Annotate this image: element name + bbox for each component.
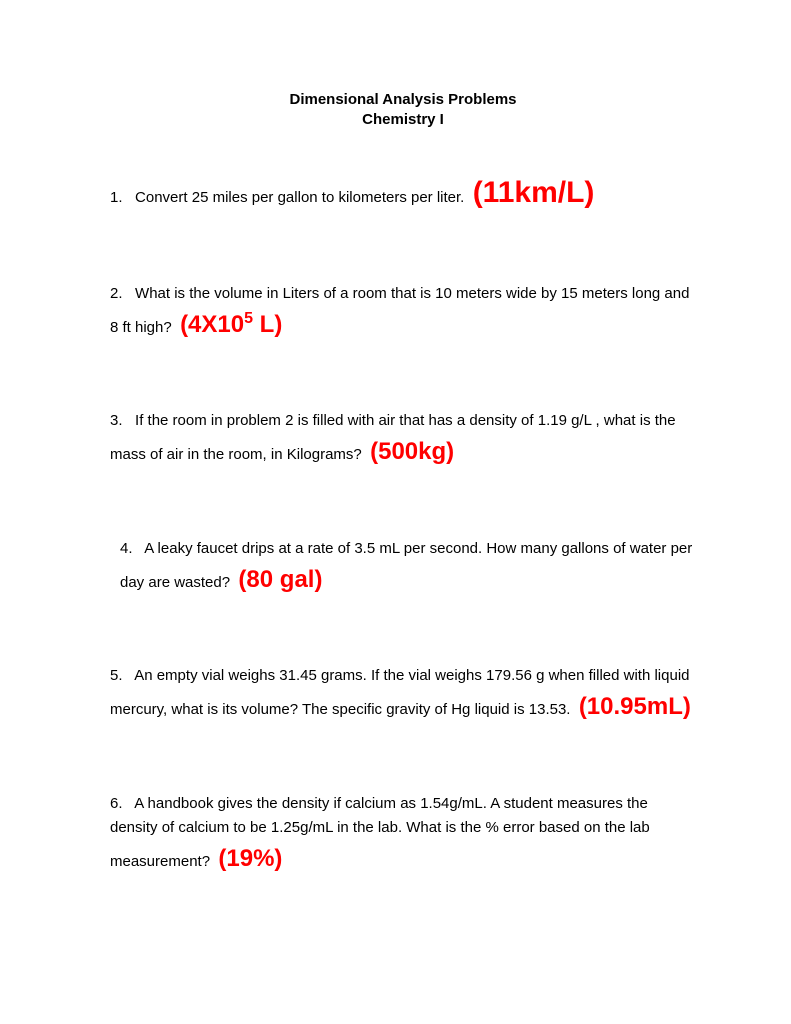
- problem-6: 6. A handbook gives the density if calci…: [110, 792, 696, 878]
- problem-4: 4. A leaky faucet drips at a rate of 3.5…: [110, 537, 696, 599]
- problem-text: A leaky faucet drips at a rate of 3.5 mL…: [120, 540, 692, 591]
- problem-answer: (11km/L): [473, 176, 595, 209]
- problem-number: 6.: [110, 795, 123, 812]
- answer-post: L): [253, 311, 282, 338]
- problem-text: A handbook gives the density if calcium …: [110, 795, 650, 870]
- problem-number: 2.: [110, 285, 123, 302]
- problem-answer: (10.95mL): [579, 693, 691, 720]
- problem-number: 4.: [120, 540, 133, 557]
- problem-5: 5. An empty vial weighs 31.45 grams. If …: [110, 664, 696, 726]
- problem-answer: (19%): [218, 845, 282, 872]
- problem-text: Convert 25 miles per gallon to kilometer…: [135, 189, 464, 206]
- problem-number: 3.: [110, 412, 123, 429]
- answer-sup: 5: [244, 310, 253, 327]
- problem-2: 2. What is the volume in Liters of a roo…: [110, 282, 696, 344]
- answer-pre: (4X10: [180, 311, 244, 338]
- document-page: Dimensional Analysis Problems Chemistry …: [0, 0, 791, 878]
- title-line-1: Dimensional Analysis Problems: [110, 90, 696, 110]
- problem-1: 1. Convert 25 miles per gallon to kilome…: [110, 169, 696, 217]
- problem-number: 5.: [110, 667, 123, 684]
- title-line-2: Chemistry I: [110, 110, 696, 130]
- problem-answer: (80 gal): [238, 566, 322, 593]
- problem-answer: (500kg): [370, 438, 454, 465]
- document-title: Dimensional Analysis Problems Chemistry …: [110, 90, 696, 129]
- problem-3: 3. If the room in problem 2 is filled wi…: [110, 409, 696, 471]
- problem-number: 1.: [110, 189, 123, 206]
- problem-answer: (4X105 L): [180, 311, 282, 338]
